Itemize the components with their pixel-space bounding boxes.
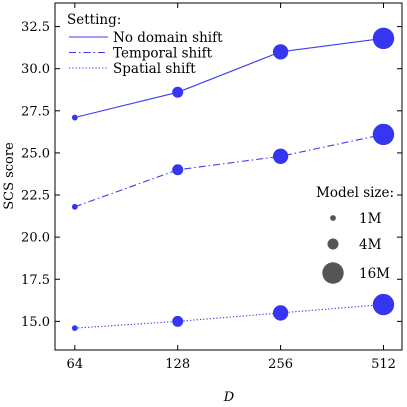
marker-layer <box>71 27 395 332</box>
data-point <box>71 114 78 121</box>
legend-label: Temporal shift <box>113 46 213 62</box>
data-point <box>272 148 289 164</box>
size-legend-label: 4M <box>359 237 382 253</box>
plot-frame <box>54 2 403 351</box>
series-layer <box>74 37 384 329</box>
y-tick-label: 30.0 <box>21 62 50 77</box>
series-line-2 <box>74 133 384 208</box>
size-legend-label: 16M <box>359 266 390 282</box>
y-tick-label: 15.0 <box>21 315 50 330</box>
size-legend-marker <box>322 262 344 284</box>
size-legend-title: Model size: <box>316 185 394 201</box>
legend-title: Setting: <box>67 12 121 28</box>
y-tick-label: 20.0 <box>21 231 50 246</box>
x-tick-label: 512 <box>371 357 396 372</box>
series-line-3 <box>74 303 384 329</box>
size-legend-marker <box>330 215 336 221</box>
data-point <box>172 164 184 176</box>
axis-ticks: 15.0 17.5 20.0 22.5 25.0 27.5 30.0 32.5 64 128 256… <box>21 3 402 372</box>
y-tick-label: 25.0 <box>21 146 50 161</box>
x-tick-label: 64 <box>67 357 84 372</box>
data-point <box>172 315 184 327</box>
data-point <box>272 44 289 60</box>
data-point <box>172 86 184 98</box>
legend-label: No domain shift <box>113 30 223 46</box>
data-point <box>372 123 395 146</box>
y-tick-label: 22.5 <box>21 189 50 204</box>
data-point <box>272 305 289 321</box>
series-line-1 <box>74 37 384 119</box>
size-legend-marker <box>327 238 339 250</box>
y-tick-label: 32.5 <box>21 20 50 35</box>
y-axis-title: SCS score <box>2 142 17 210</box>
y-tick-label: 27.5 <box>21 104 50 119</box>
data-point <box>372 27 395 50</box>
x-axis-title: D <box>223 390 235 405</box>
model-size-legend: Model size: 1M 4M 16M <box>316 185 394 284</box>
x-tick-label: 128 <box>165 357 190 372</box>
x-tick-label: 256 <box>268 357 293 372</box>
y-tick-label: 17.5 <box>21 273 50 288</box>
data-point <box>71 203 78 210</box>
size-legend-label: 1M <box>359 211 382 227</box>
data-point <box>71 325 78 332</box>
data-point <box>372 293 395 316</box>
legend-label: Spatial shift <box>113 61 196 77</box>
